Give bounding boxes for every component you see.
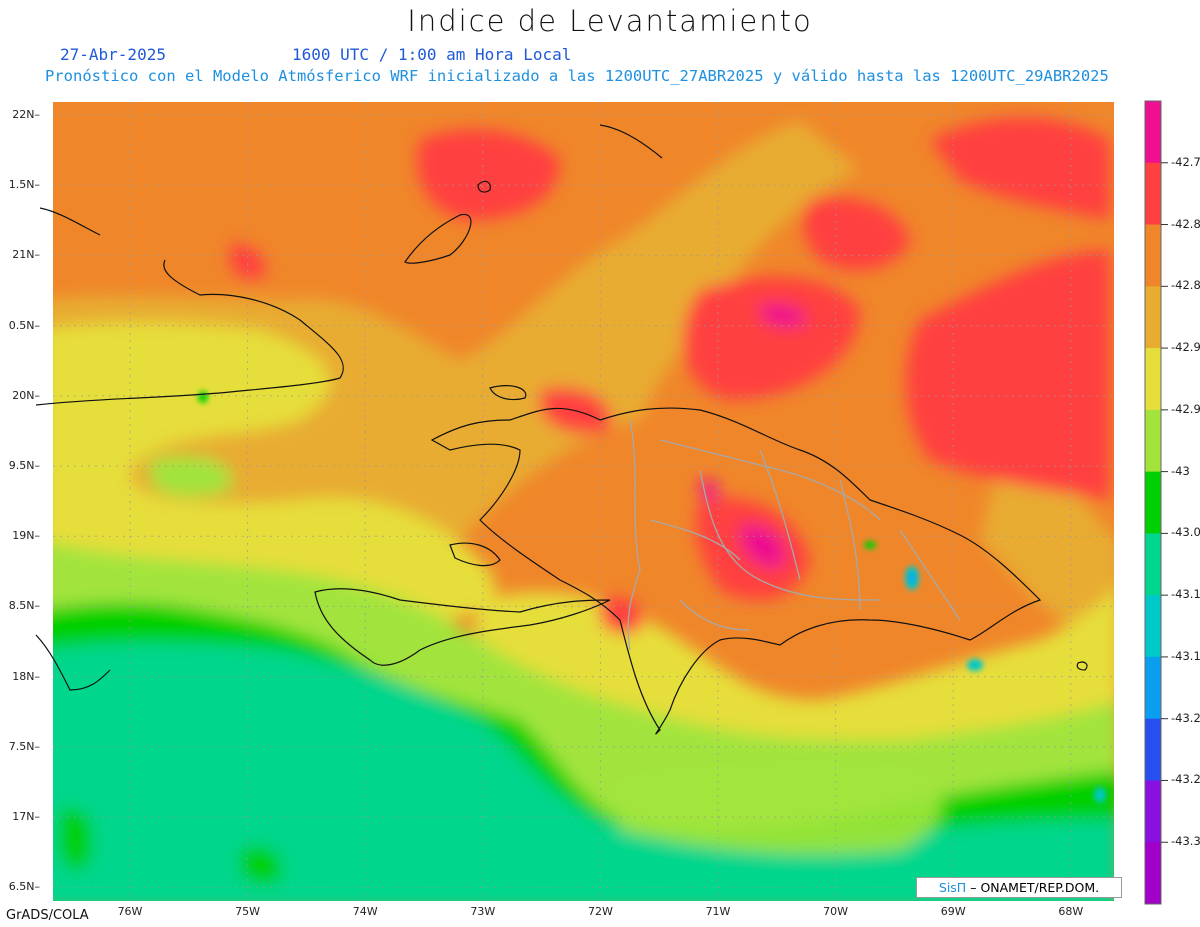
lat-tick-label: 21N– — [12, 248, 40, 262]
credit-text: – ONAMET/REP.DOM. — [970, 880, 1100, 895]
province-borders — [627, 419, 961, 651]
lon-tick-label: 70W — [823, 905, 849, 918]
lat-tick-label: 0.5N– — [8, 318, 40, 332]
colorbar-label: -42.8 — [1171, 278, 1200, 293]
valid-date: 27-Abr-2025 — [60, 45, 166, 64]
lat-tick-label: 18N– — [12, 669, 40, 683]
colorbar-segment — [1145, 101, 1161, 164]
credit-box: SisΠ – ONAMET/REP.DOM. — [916, 877, 1122, 898]
colorbar-segment — [1145, 162, 1161, 226]
lon-tick-label: 75W — [235, 905, 261, 918]
lon-tick-label: 74W — [352, 905, 378, 918]
colorbar-label: -43.1 — [1171, 587, 1200, 602]
lat-tick-label: 22N– — [12, 108, 40, 121]
lat-tick-label: 17N– — [12, 810, 40, 823]
colorbar-label: -42.8 — [1171, 216, 1200, 231]
colorbar-label: -42.7 — [1171, 154, 1200, 169]
colorbar-label: -43.3 — [1171, 834, 1200, 849]
forecast-description: Pronóstico con el Modelo Atmósferico WRF… — [45, 67, 1109, 85]
lat-tick-label: 8.5N– — [8, 599, 40, 613]
lat-tick-label: 1.5N– — [8, 178, 40, 192]
colorbar-segment — [1145, 409, 1161, 473]
colorbar-label: -43.0 — [1171, 525, 1200, 540]
colorbar-segment — [1145, 224, 1161, 287]
colorbar-segment — [1145, 348, 1161, 411]
colorbar-label: -43 — [1171, 463, 1190, 478]
lon-tick-label: 73W — [470, 905, 496, 918]
colorbar-segment — [1145, 842, 1161, 905]
lon-tick-label: 68W — [1058, 905, 1084, 918]
colorbar-segment — [1145, 595, 1161, 658]
map-title: Indice de Levantamiento — [407, 4, 813, 38]
colorbar-label: -43.2 — [1171, 772, 1200, 787]
lat-tick-label: 6.5N– — [8, 880, 40, 894]
lon-tick-label: 69W — [940, 905, 966, 918]
sis-logo-text: SisΠ — [938, 880, 967, 895]
lon-tick-label: 72W — [587, 905, 613, 918]
coastlines — [35, 124, 1088, 735]
lon-tick-label: 71W — [705, 905, 731, 918]
colorbar-label: -42.9 — [1171, 401, 1200, 416]
lat-lon-grid — [53, 102, 1114, 901]
valid-time: 1600 UTC / 1:00 am Hora Local — [292, 45, 572, 64]
lon-tick-label: 76W — [117, 905, 143, 918]
lat-tick-label: 7.5N– — [8, 739, 40, 753]
colorbar-segment — [1145, 718, 1161, 781]
colorbar-segment — [1145, 533, 1161, 596]
colorbar — [1144, 100, 1168, 905]
colorbar-segment — [1145, 286, 1161, 349]
colorbar-segment — [1145, 471, 1161, 534]
colorbar-label: -43.2 — [1171, 710, 1200, 725]
colorbar-segment — [1145, 780, 1161, 843]
lat-tick-label: 19N– — [12, 529, 40, 543]
contour-fill-field — [53, 102, 1114, 901]
grads-footer: GrADS/COLA — [6, 908, 89, 923]
lat-tick-label: 9.5N– — [8, 459, 40, 472]
colorbar-label: -42.9 — [1171, 340, 1200, 355]
colorbar-segment — [1145, 656, 1161, 720]
colorbar-label: -43.1 — [1171, 648, 1200, 663]
lat-tick-label: 20N– — [12, 388, 40, 402]
